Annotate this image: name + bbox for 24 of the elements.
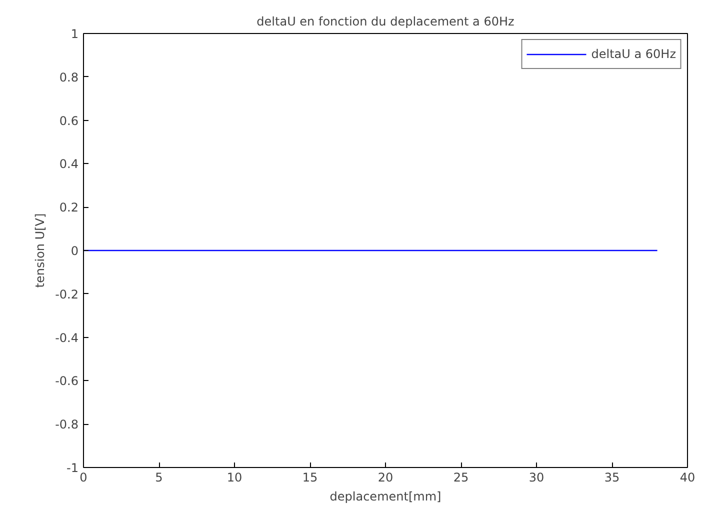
chart-title: deltaU en fonction du deplacement a 60Hz <box>256 14 514 28</box>
y-tick-label: -0.8 <box>55 418 79 432</box>
x-tick-label: 5 <box>155 470 163 484</box>
x-tick-label: 35 <box>604 470 620 484</box>
y-tick-label: 0.4 <box>59 157 79 172</box>
y-tick-label: 1 <box>70 27 79 41</box>
y-tick-label: -0.2 <box>55 287 79 302</box>
x-tick-label: 40 <box>680 470 696 484</box>
y-tick-label: -0.6 <box>55 374 79 388</box>
y-tick-label: 0.2 <box>59 200 79 215</box>
y-tick-label: 0.8 <box>59 70 79 84</box>
x-tick-label: 20 <box>378 470 394 484</box>
legend-label: deltaU a 60Hz <box>591 47 676 61</box>
x-tick-label: 0 <box>80 470 88 484</box>
x-tick-label: 15 <box>302 470 318 484</box>
y-axis-title: tension U[V] <box>33 213 48 288</box>
x-tick-label: 30 <box>528 470 544 484</box>
x-tick-label: 10 <box>226 470 242 484</box>
y-tick-label: -0.4 <box>55 330 79 345</box>
x-axis-title: deplacement[mm] <box>330 490 442 504</box>
x-tick-label: 25 <box>453 470 469 484</box>
y-tick-label: -1 <box>66 461 79 475</box>
y-tick-label: 0 <box>70 244 79 258</box>
y-tick-label: 0.6 <box>59 114 79 128</box>
